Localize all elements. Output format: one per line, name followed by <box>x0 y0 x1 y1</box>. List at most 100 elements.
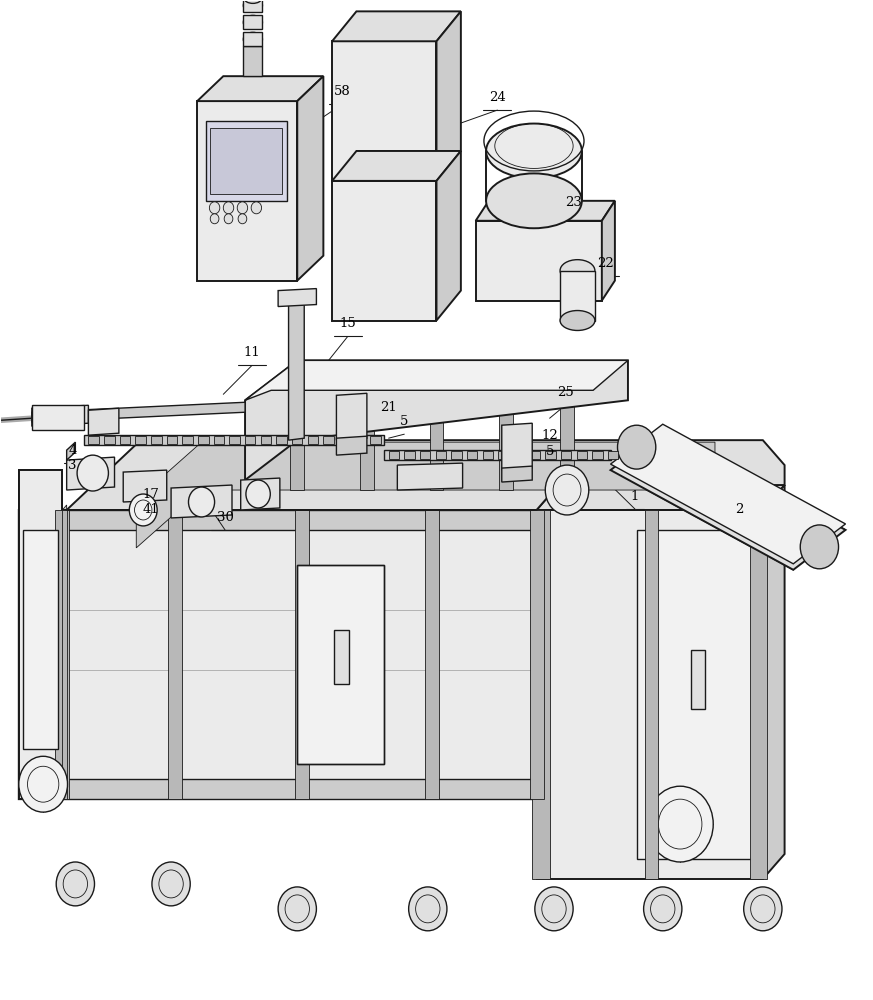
Polygon shape <box>210 128 282 194</box>
Bar <box>167 436 177 444</box>
Circle shape <box>237 202 248 214</box>
Circle shape <box>238 214 247 224</box>
Bar <box>277 436 287 444</box>
Polygon shape <box>560 360 574 490</box>
Ellipse shape <box>486 173 581 228</box>
Polygon shape <box>332 181 436 320</box>
Text: 4: 4 <box>69 444 77 457</box>
Ellipse shape <box>560 311 595 330</box>
Polygon shape <box>19 510 66 799</box>
Bar <box>230 436 240 444</box>
Polygon shape <box>168 510 182 799</box>
Bar <box>104 436 114 444</box>
Text: 41: 41 <box>142 503 160 516</box>
Circle shape <box>189 487 215 517</box>
Polygon shape <box>197 101 298 281</box>
Bar <box>467 451 478 459</box>
Polygon shape <box>31 402 245 422</box>
Polygon shape <box>245 360 628 480</box>
Polygon shape <box>384 450 610 460</box>
Polygon shape <box>336 393 367 440</box>
Circle shape <box>77 455 108 491</box>
Text: 3: 3 <box>68 459 77 472</box>
Polygon shape <box>295 510 308 799</box>
Circle shape <box>152 862 190 906</box>
Polygon shape <box>19 470 62 799</box>
Polygon shape <box>502 466 533 482</box>
Ellipse shape <box>486 124 581 178</box>
Circle shape <box>647 786 713 862</box>
Polygon shape <box>84 435 384 445</box>
Polygon shape <box>610 424 846 564</box>
Circle shape <box>617 425 656 469</box>
Polygon shape <box>397 463 463 490</box>
Text: 12: 12 <box>541 429 558 442</box>
Polygon shape <box>55 510 69 799</box>
Polygon shape <box>62 510 537 799</box>
Bar <box>323 436 333 444</box>
Bar <box>244 15 263 29</box>
Circle shape <box>535 887 574 931</box>
Bar <box>244 32 263 46</box>
Bar <box>592 451 602 459</box>
Polygon shape <box>430 360 443 490</box>
Polygon shape <box>537 510 763 879</box>
Ellipse shape <box>244 15 263 29</box>
Polygon shape <box>62 510 66 799</box>
Polygon shape <box>645 510 658 879</box>
Polygon shape <box>24 480 58 789</box>
Circle shape <box>19 756 67 812</box>
Bar <box>244 0 263 12</box>
Bar <box>436 451 446 459</box>
Ellipse shape <box>244 32 263 46</box>
Bar <box>339 436 349 444</box>
Bar <box>691 650 705 709</box>
Bar <box>151 436 162 444</box>
Polygon shape <box>425 510 439 799</box>
Circle shape <box>56 862 94 906</box>
Polygon shape <box>530 510 544 799</box>
Bar <box>261 436 272 444</box>
Ellipse shape <box>560 260 595 282</box>
Polygon shape <box>278 289 316 307</box>
Polygon shape <box>62 510 537 530</box>
Bar <box>198 436 209 444</box>
Polygon shape <box>291 360 304 490</box>
Circle shape <box>546 465 588 515</box>
Polygon shape <box>360 360 374 490</box>
Polygon shape <box>62 779 537 799</box>
Bar <box>498 451 509 459</box>
Polygon shape <box>476 201 615 221</box>
Polygon shape <box>436 151 461 320</box>
Polygon shape <box>332 151 461 181</box>
Circle shape <box>801 525 839 569</box>
Polygon shape <box>123 470 167 502</box>
Polygon shape <box>610 430 846 570</box>
Polygon shape <box>502 423 533 470</box>
Polygon shape <box>436 11 461 181</box>
Bar <box>514 451 525 459</box>
Polygon shape <box>19 470 62 799</box>
Polygon shape <box>171 485 232 518</box>
Bar <box>576 451 587 459</box>
Polygon shape <box>560 271 595 320</box>
Text: 24: 24 <box>489 91 505 104</box>
Bar <box>354 436 365 444</box>
Polygon shape <box>241 478 280 510</box>
Polygon shape <box>336 436 367 455</box>
Polygon shape <box>245 360 628 400</box>
Bar <box>31 405 84 430</box>
Bar <box>214 436 224 444</box>
Bar <box>546 451 556 459</box>
Text: 30: 30 <box>217 511 233 524</box>
Polygon shape <box>533 510 550 879</box>
Text: 1: 1 <box>630 490 639 503</box>
Circle shape <box>278 887 316 931</box>
Circle shape <box>223 202 234 214</box>
Circle shape <box>210 214 219 224</box>
Bar <box>530 451 540 459</box>
Polygon shape <box>289 299 304 440</box>
Circle shape <box>744 887 782 931</box>
Bar <box>608 451 618 459</box>
Bar <box>135 436 146 444</box>
